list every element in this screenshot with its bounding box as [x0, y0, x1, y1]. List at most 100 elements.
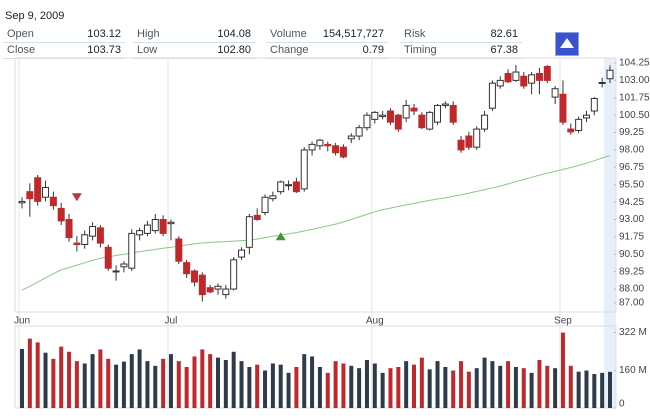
- candle-body: [151, 218, 159, 232]
- candle-body: [402, 104, 410, 119]
- value: 104.08: [217, 28, 251, 40]
- moving-average: [21, 155, 611, 291]
- candle-body: [112, 270, 120, 273]
- volume-bar: [608, 371, 612, 408]
- volume-bar: [27, 338, 32, 408]
- candle-body: [222, 288, 230, 296]
- candle-body: [386, 110, 394, 123]
- candle-body: [449, 104, 457, 123]
- candle-body: [65, 218, 73, 239]
- candle-body: [292, 181, 300, 193]
- y-tick-label: 104.25: [619, 58, 650, 69]
- candle-body: [190, 270, 198, 283]
- quote-cell: Close 103.73: [3, 43, 125, 59]
- volume-bar: [208, 354, 213, 408]
- volume-bar: [98, 349, 103, 408]
- candle-body: [167, 221, 175, 225]
- y-tick-label: 88.00: [619, 284, 644, 295]
- volume-bar: [129, 354, 134, 408]
- x-tick-label: Sep: [554, 316, 572, 327]
- candle-body: [277, 181, 285, 193]
- candle-body: [159, 218, 167, 234]
- candle-body: [245, 216, 253, 248]
- candle-body: [206, 287, 214, 293]
- volume-bar: [482, 357, 487, 408]
- volume-bar: [35, 342, 40, 408]
- candle-body: [504, 72, 512, 83]
- volume-bar: [419, 357, 424, 408]
- candle-body: [214, 285, 222, 290]
- volume-bar: [553, 368, 558, 408]
- y-tick-label: 87.00: [619, 298, 644, 309]
- label: Close: [7, 44, 36, 56]
- label: High: [137, 28, 160, 40]
- candle-body: [457, 139, 465, 151]
- volume-bar: [82, 363, 87, 408]
- volume-bar: [310, 356, 315, 408]
- volume-bar: [176, 361, 181, 408]
- volume-bar: [192, 356, 197, 408]
- volume-bar: [231, 351, 236, 408]
- volume-bar: [67, 351, 72, 408]
- candle-body: [300, 149, 308, 190]
- volume-bar: [576, 371, 581, 408]
- candle-body: [347, 135, 355, 140]
- volume-bar: [372, 363, 377, 408]
- volume-bar: [584, 370, 589, 408]
- candle-body: [512, 71, 520, 81]
- quote-cell: Volume 154,517,727: [266, 27, 388, 43]
- volume-bar: [498, 365, 503, 408]
- candle-body: [49, 196, 57, 207]
- volume-bar: [349, 365, 354, 408]
- volume-bar: [506, 361, 511, 408]
- candle-body: [73, 242, 81, 246]
- volume-bar: [59, 346, 64, 408]
- label: Timing: [404, 44, 437, 56]
- candle-body: [535, 72, 543, 81]
- volume-bar: [216, 357, 220, 408]
- y-tick-label: 101.75: [619, 92, 650, 103]
- volume-bar: [364, 359, 369, 408]
- volume-bar: [435, 361, 440, 408]
- volume-bar: [20, 348, 24, 408]
- candle-body: [136, 230, 144, 236]
- candle-body: [582, 114, 590, 119]
- volume-bar: [341, 363, 346, 408]
- y-tick-label: 160 M: [619, 365, 647, 376]
- value: 103.73: [87, 44, 121, 56]
- candle-body: [143, 224, 151, 234]
- volume-bar: [490, 361, 495, 408]
- candle-body: [543, 65, 551, 81]
- volume-bar: [451, 370, 456, 408]
- signal-marker: [275, 232, 286, 241]
- volume-bar: [592, 374, 597, 408]
- candle-body: [316, 139, 324, 147]
- scroll-up-button[interactable]: [555, 32, 579, 56]
- volume-bar: [474, 368, 479, 408]
- candle-body: [57, 207, 65, 222]
- candle-body: [89, 225, 97, 237]
- value: 102.80: [217, 44, 251, 56]
- candle-body: [104, 246, 112, 269]
- candle-body: [81, 234, 89, 246]
- y-tick-label: 103.00: [619, 75, 650, 86]
- volume-bar: [270, 363, 275, 408]
- candle-body: [253, 214, 261, 220]
- volume-bar: [294, 367, 299, 408]
- candle-body: [465, 135, 473, 148]
- volume-bar: [184, 367, 189, 408]
- y-tick-label: 0: [619, 399, 625, 410]
- volume-bar: [396, 367, 401, 408]
- volume-bar: [255, 364, 260, 408]
- value: 103.12: [87, 28, 121, 40]
- date: Sep 9, 2009: [5, 10, 65, 22]
- volume-bar: [43, 352, 48, 408]
- candle-body: [418, 114, 426, 129]
- volume-frame: [14, 325, 617, 409]
- volume-bar: [51, 358, 56, 408]
- candle-body: [426, 111, 434, 130]
- volume-bar: [443, 367, 448, 408]
- candle-body: [551, 88, 559, 98]
- x-tick-label: Jul: [165, 316, 178, 327]
